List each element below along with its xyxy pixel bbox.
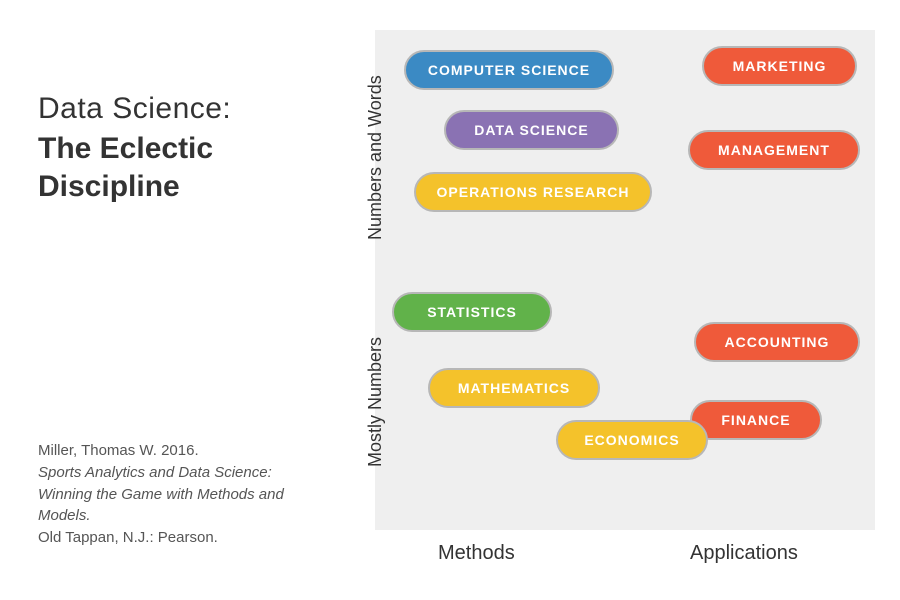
pill-label-operations-research: OPERATIONS RESEARCH	[437, 184, 630, 200]
citation-block: Miller, Thomas W. 2016. Sports Analytics…	[38, 440, 318, 549]
title-line-2b: Discipline	[38, 170, 180, 203]
citation-author-year: Miller, Thomas W. 2016.	[38, 442, 199, 459]
pill-label-data-science: DATA SCIENCE	[474, 122, 588, 138]
pill-label-mathematics: MATHEMATICS	[458, 380, 570, 396]
pill-label-computer-science: COMPUTER SCIENCE	[428, 62, 590, 78]
pill-computer-science: COMPUTER SCIENCE	[404, 50, 614, 90]
y-axis-label-0: Numbers and Words	[365, 75, 386, 240]
x-axis-label-0: Methods	[438, 542, 515, 565]
pill-label-economics: ECONOMICS	[584, 432, 679, 448]
pill-statistics: STATISTICS	[392, 292, 552, 332]
citation-book-title: Sports Analytics and Data Science: Winni…	[38, 464, 284, 525]
citation-publisher: Old Tappan, N.J.: Pearson.	[38, 529, 218, 546]
pill-label-marketing: MARKETING	[733, 58, 827, 74]
pill-label-accounting: ACCOUNTING	[725, 334, 830, 350]
title-line-1: Data Science:	[38, 92, 338, 126]
page-root: Data Science: The Eclectic Discipline Mi…	[0, 0, 900, 600]
pill-marketing: MARKETING	[702, 46, 857, 86]
pill-accounting: ACCOUNTING	[694, 322, 860, 362]
pill-operations-research: OPERATIONS RESEARCH	[414, 172, 652, 212]
pill-label-finance: FINANCE	[721, 412, 790, 428]
pill-data-science: DATA SCIENCE	[444, 110, 619, 150]
pill-label-statistics: STATISTICS	[427, 304, 517, 320]
x-axis-label-1: Applications	[690, 542, 798, 565]
pill-label-management: MANAGEMENT	[718, 142, 830, 158]
pill-economics: ECONOMICS	[556, 420, 708, 460]
pill-finance: FINANCE	[690, 400, 822, 440]
title-line-2a: The Eclectic	[38, 132, 213, 165]
title-block: Data Science: The Eclectic Discipline	[38, 92, 338, 205]
y-axis-label-1: Mostly Numbers	[365, 337, 386, 467]
pill-mathematics: MATHEMATICS	[428, 368, 600, 408]
pill-management: MANAGEMENT	[688, 130, 860, 170]
title-line-2: The Eclectic Discipline	[38, 130, 338, 205]
